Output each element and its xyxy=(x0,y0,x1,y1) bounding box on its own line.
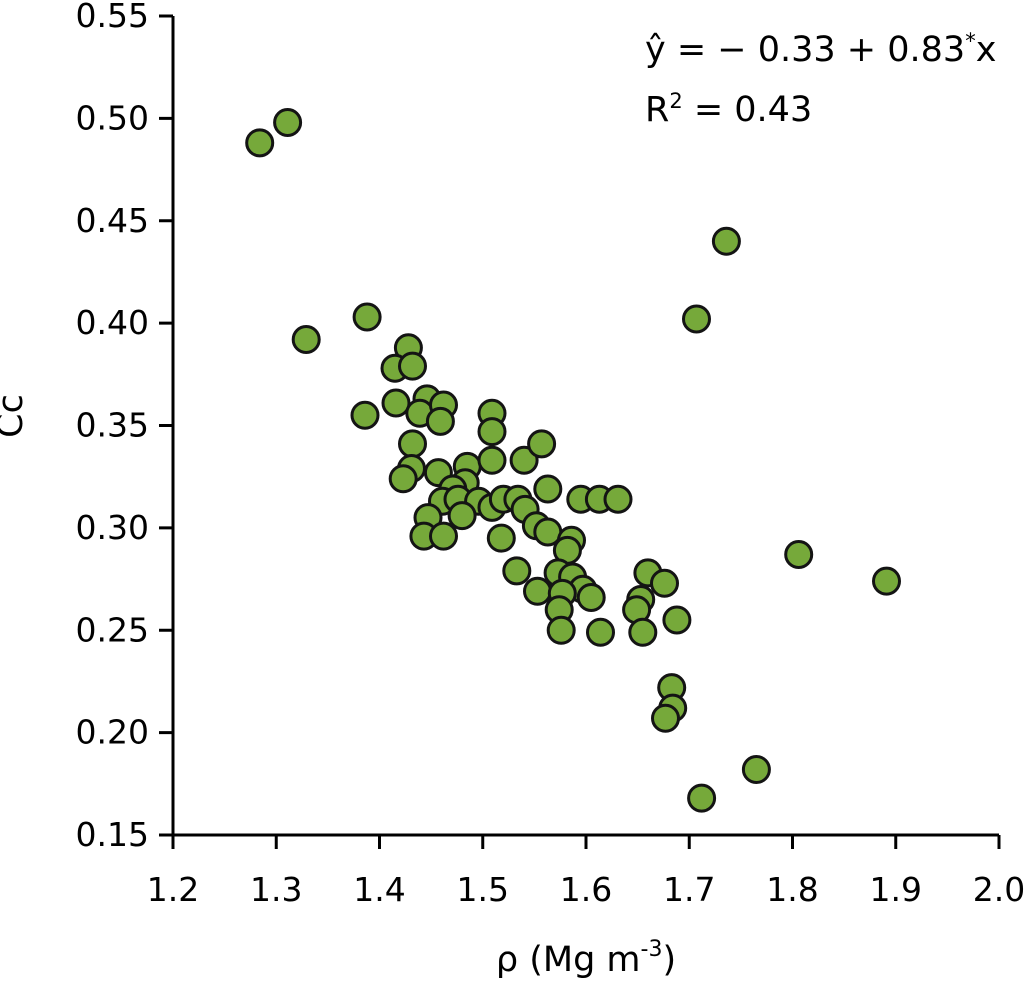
x-tick-label: 1.5 xyxy=(457,870,509,909)
data-point xyxy=(662,605,692,635)
x-tick-label: 1.3 xyxy=(250,870,302,909)
equation-x-term: x xyxy=(975,30,997,70)
data-point xyxy=(682,304,711,334)
data-point xyxy=(651,703,680,733)
y-tick-label: 0.45 xyxy=(76,201,149,240)
y-tick-label: 0.15 xyxy=(76,815,149,854)
data-point xyxy=(388,464,418,494)
r-squared-value: = 0.43 xyxy=(682,90,813,130)
data-point xyxy=(291,325,321,354)
data-point xyxy=(576,583,606,612)
y-axis-title: Cc xyxy=(0,394,31,438)
y-tick-label: 0.25 xyxy=(76,610,149,649)
y-tick-label: 0.35 xyxy=(76,406,149,445)
data-point xyxy=(486,523,516,553)
x-tick-label: 1.7 xyxy=(663,870,715,909)
data-point xyxy=(477,417,507,447)
r-squared-exponent: 2 xyxy=(669,89,683,113)
regression-annotation: ŷ = − 0.33 + 0.83*x R2 = 0.43 xyxy=(645,20,996,140)
y-tick-label: 0.20 xyxy=(76,713,149,752)
data-point xyxy=(546,615,576,645)
data-point xyxy=(711,226,741,256)
data-point xyxy=(350,400,380,430)
data-point xyxy=(741,755,771,784)
data-point xyxy=(477,445,507,475)
r-squared-symbol: R xyxy=(645,90,670,130)
data-point xyxy=(650,568,679,598)
data-point xyxy=(872,566,901,596)
data-point xyxy=(533,474,563,504)
x-tick-label: 1.6 xyxy=(560,870,612,909)
y-tick-label: 0.50 xyxy=(76,98,149,137)
data-point xyxy=(603,484,633,514)
data-point xyxy=(425,406,455,436)
y-tick-label: 0.30 xyxy=(76,508,149,547)
x-tick-label: 1.9 xyxy=(870,870,922,909)
data-point xyxy=(509,445,539,475)
data-point xyxy=(523,576,552,606)
data-point xyxy=(398,429,427,459)
data-point xyxy=(628,617,658,647)
data-point xyxy=(429,521,458,551)
y-tick-label: 0.55 xyxy=(76,0,149,35)
data-point xyxy=(352,302,382,332)
data-point xyxy=(273,108,303,137)
data-point xyxy=(586,617,615,647)
y-tick-label: 0.40 xyxy=(76,303,149,342)
data-point xyxy=(245,128,275,158)
x-axis-title: ρ (Mg m-3) xyxy=(496,937,676,980)
x-tick-label: 1.4 xyxy=(353,870,405,909)
data-point xyxy=(784,540,814,569)
data-point xyxy=(398,351,427,381)
x-tick-label: 1.2 xyxy=(147,870,199,909)
r-squared-line: R2 = 0.43 xyxy=(645,80,996,140)
x-tick-label: 1.8 xyxy=(766,870,818,909)
regression-equation: ŷ = − 0.33 + 0.83*x xyxy=(645,20,996,80)
data-point xyxy=(527,429,557,459)
data-point xyxy=(381,388,411,418)
equation-superscript-asterisk: * xyxy=(965,29,976,53)
equation-text: ŷ = − 0.33 + 0.83 xyxy=(645,30,966,70)
x-tick-label: 2.0 xyxy=(973,870,1024,909)
data-point xyxy=(447,501,477,531)
data-point xyxy=(687,783,717,813)
data-point xyxy=(502,556,532,586)
